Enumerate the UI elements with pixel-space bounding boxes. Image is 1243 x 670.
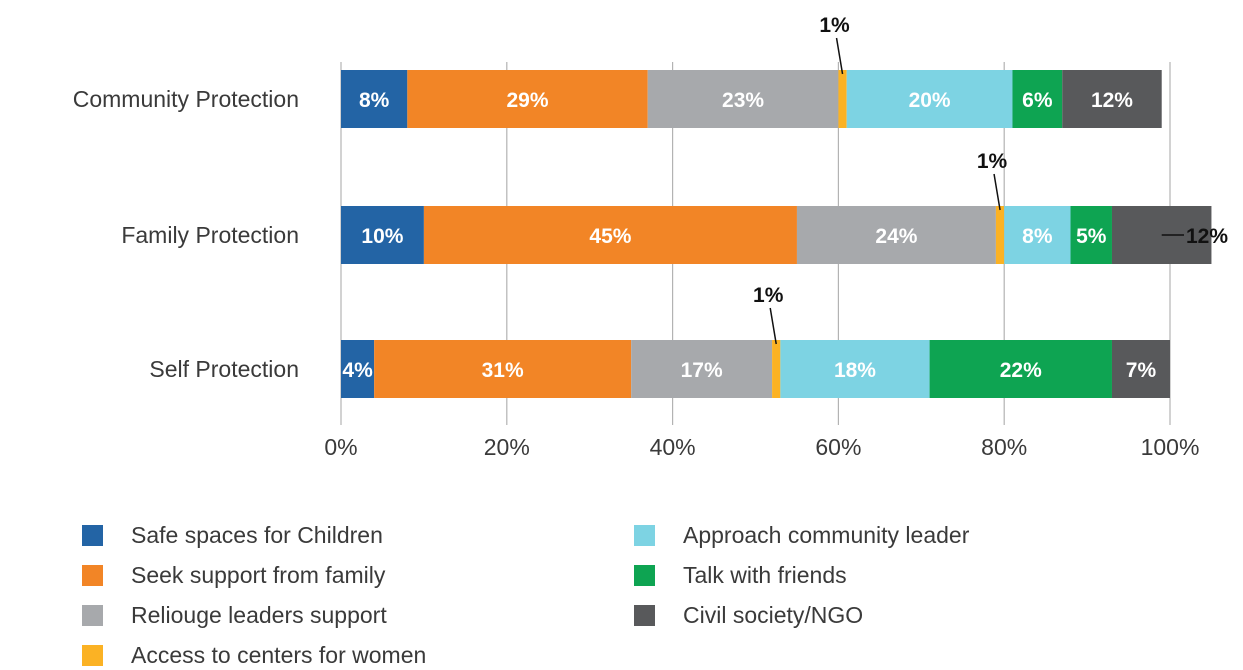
legend-label: Safe spaces for Children [131,521,383,548]
data-label: 24% [875,225,917,248]
bar-segment [341,340,375,398]
callout-line [769,307,777,345]
x-axis-ticks: 0% 20% 40% 60% 80% 100% [324,434,1199,460]
x-tick-label: 20% [484,434,530,460]
data-label: 23% [722,89,764,112]
legend-label: Talk with friends [683,561,847,588]
bar-segment [1070,206,1112,264]
legend-label: Access to centers for women [131,641,427,668]
data-label: 17% [681,359,723,382]
data-label: 1% [753,284,784,307]
legend-label: Approach community leader [683,521,970,548]
data-label: 29% [507,89,549,112]
bar-segment [772,340,781,398]
bar-segment [631,340,773,398]
x-tick-label: 60% [815,434,861,460]
bars [341,70,1212,398]
category-label: Community Protection [73,86,299,112]
data-label: 20% [909,89,951,112]
bar-segment [341,206,424,264]
bar-segment [1062,70,1162,128]
legend: Safe spaces for Children Seek support fro… [82,520,1082,668]
data-label: 1% [977,150,1008,173]
legend-swatch [634,524,655,546]
x-tick-label: 0% [324,434,357,460]
legend-label: Seek support from family [131,561,386,588]
data-label: 10% [361,225,403,248]
legend-item: Seek support from family [82,560,385,590]
data-label: 8% [359,89,390,112]
data-label: 45% [589,225,631,248]
legend-label: Reliouge leaders support [131,601,387,628]
legend-item: Talk with friends [634,560,847,590]
stacked-bar-chart: Community Protection Family Protection Sel… [73,14,1229,460]
data-label: 18% [834,359,876,382]
legend-item: Approach community leader [634,520,969,550]
category-label: Family Protection [121,222,299,248]
bar-segment [995,206,1005,264]
data-label: 12% [1186,225,1228,248]
category-labels: Community Protection Family Protection Sel… [73,86,299,382]
data-labels: 8% 29% 23% 1% 20% 6% 12% 10% 45% 24% 1% 8% 5% 12% 4% 31… [342,14,1228,382]
bar-segment [796,206,996,264]
x-tick-label: 80% [981,434,1027,460]
bar-segment [846,70,1013,128]
bar-segment [780,340,930,398]
data-label: 8% [1022,225,1053,248]
legend-swatch [82,524,103,546]
legend-swatch [634,564,655,586]
data-label: 1% [819,14,850,37]
data-label: 31% [482,359,524,382]
data-label: 12% [1091,89,1133,112]
bar-segment [647,70,839,128]
bar-segment [407,70,648,128]
legend-swatch [634,604,655,626]
data-label: 6% [1022,89,1053,112]
category-label: Self Protection [149,356,299,382]
legend-item: Civil society/NGO [634,600,863,630]
data-label: 4% [342,359,373,382]
bar-segment [929,340,1112,398]
bar-segment [423,206,797,264]
legend-label: Civil society/NGO [683,601,864,628]
data-label: 5% [1076,225,1107,248]
callout-line [835,37,844,75]
x-tick-label: 40% [650,434,696,460]
callout-line [993,173,1001,211]
legend-item: Reliouge leaders support [82,600,387,630]
data-label: 7% [1126,359,1157,382]
bar-segment [1012,70,1063,128]
data-label: 22% [1000,359,1042,382]
legend-swatch [82,644,103,666]
bar-segment [341,70,408,128]
legend-swatch [82,604,103,626]
bar-segment [374,340,632,398]
legend-item: Access to centers for women [82,640,426,670]
bar-segment [1111,340,1170,398]
bar-segment [1004,206,1071,264]
legend-swatch [82,564,103,586]
bar-segment [838,70,847,128]
x-tick-label: 100% [1141,434,1200,460]
legend-item: Safe spaces for Children [82,520,383,550]
